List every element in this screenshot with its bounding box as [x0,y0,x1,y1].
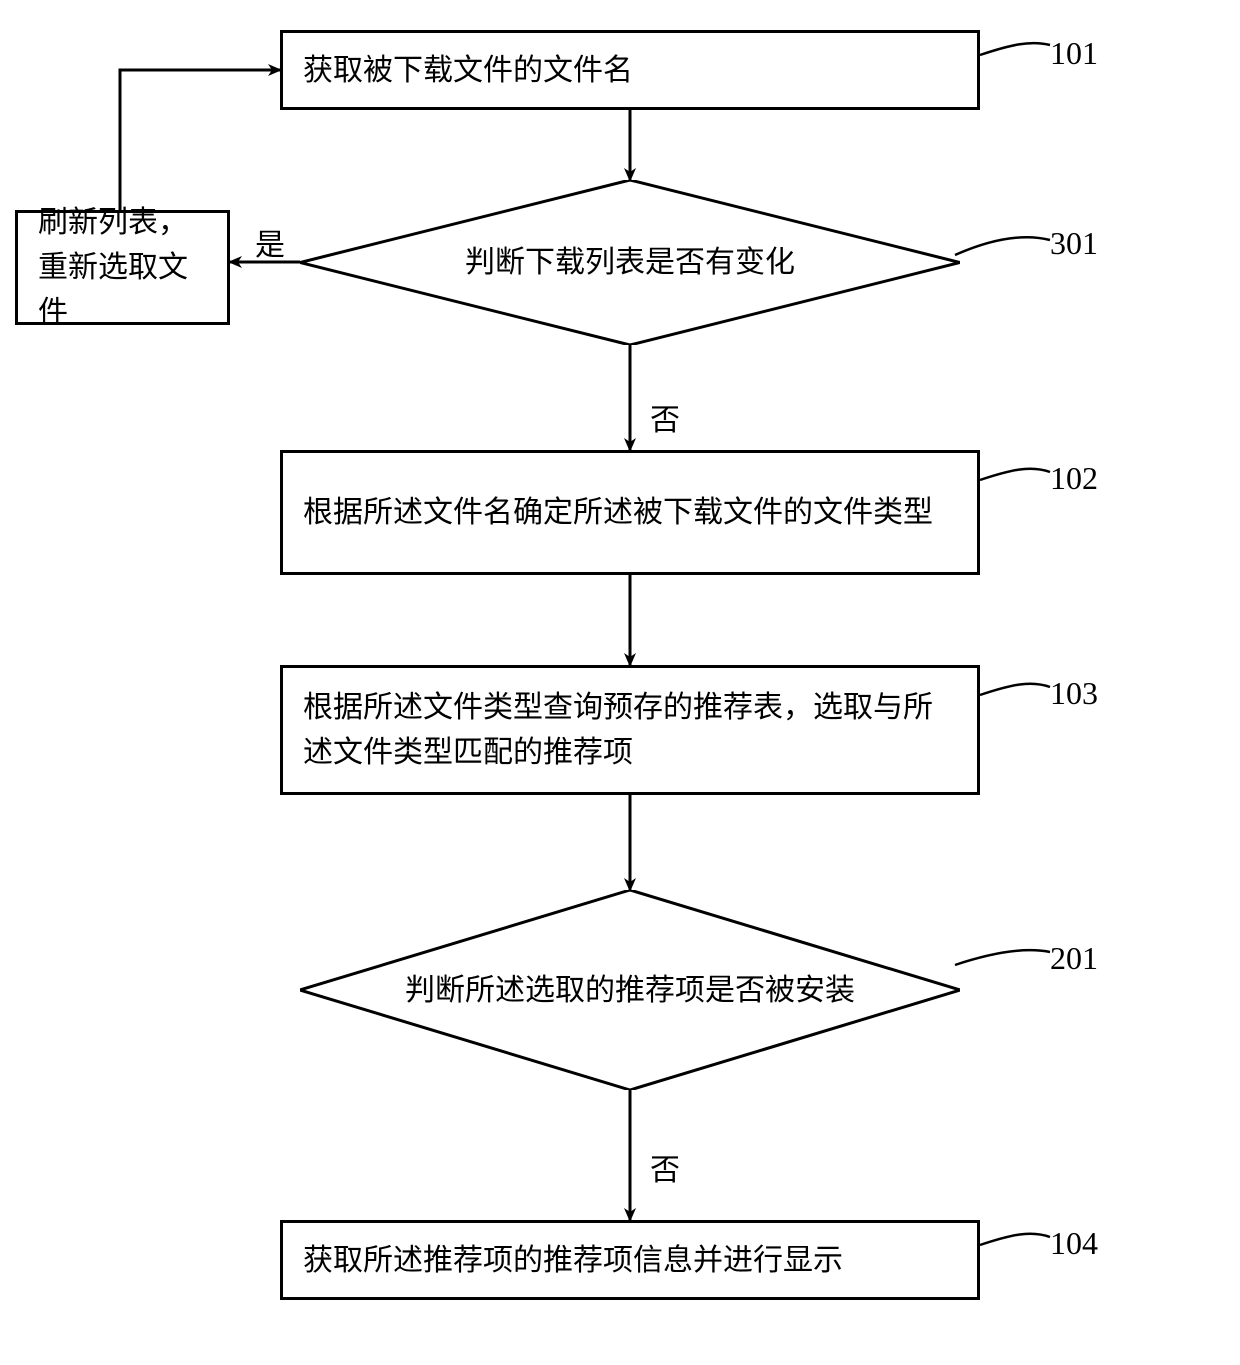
leader-201 [955,950,1050,965]
node-301: 判断下载列表是否有变化 [300,180,960,345]
leader-101 [980,43,1050,55]
label-102: 102 [1050,460,1098,497]
edge-label-no-2: 否 [650,1145,680,1189]
node-201: 判断所述选取的推荐项是否被安装 [300,890,960,1090]
label-201: 201 [1050,940,1098,977]
node-refresh: 刷新列表，重新选取文件 [15,210,230,325]
node-103: 根据所述文件类型查询预存的推荐表，选取与所述文件类型匹配的推荐项 [280,665,980,795]
node-refresh-text: 刷新列表，重新选取文件 [38,200,207,335]
node-102: 根据所述文件名确定所述被下载文件的文件类型 [280,450,980,575]
node-101: 获取被下载文件的文件名 [280,30,980,110]
leader-102 [980,469,1050,480]
label-104: 104 [1050,1225,1098,1262]
leader-104 [980,1234,1050,1245]
edge-label-no-1: 否 [650,395,680,439]
node-301-text: 判断下载列表是否有变化 [465,240,795,285]
edge-label-yes-1: 是 [255,220,285,264]
node-104: 获取所述推荐项的推荐项信息并进行显示 [280,1220,980,1300]
node-104-text: 获取所述推荐项的推荐项信息并进行显示 [303,1238,843,1283]
label-101: 101 [1050,35,1098,72]
node-101-text: 获取被下载文件的文件名 [303,48,633,93]
edge-refresh-101 [120,70,280,210]
node-102-text: 根据所述文件名确定所述被下载文件的文件类型 [303,490,933,535]
node-201-text: 判断所述选取的推荐项是否被安装 [405,968,855,1013]
label-103: 103 [1050,675,1098,712]
label-301: 301 [1050,225,1098,262]
leader-103 [980,684,1050,695]
leader-301 [955,237,1050,255]
node-103-text: 根据所述文件类型查询预存的推荐表，选取与所述文件类型匹配的推荐项 [303,685,957,775]
